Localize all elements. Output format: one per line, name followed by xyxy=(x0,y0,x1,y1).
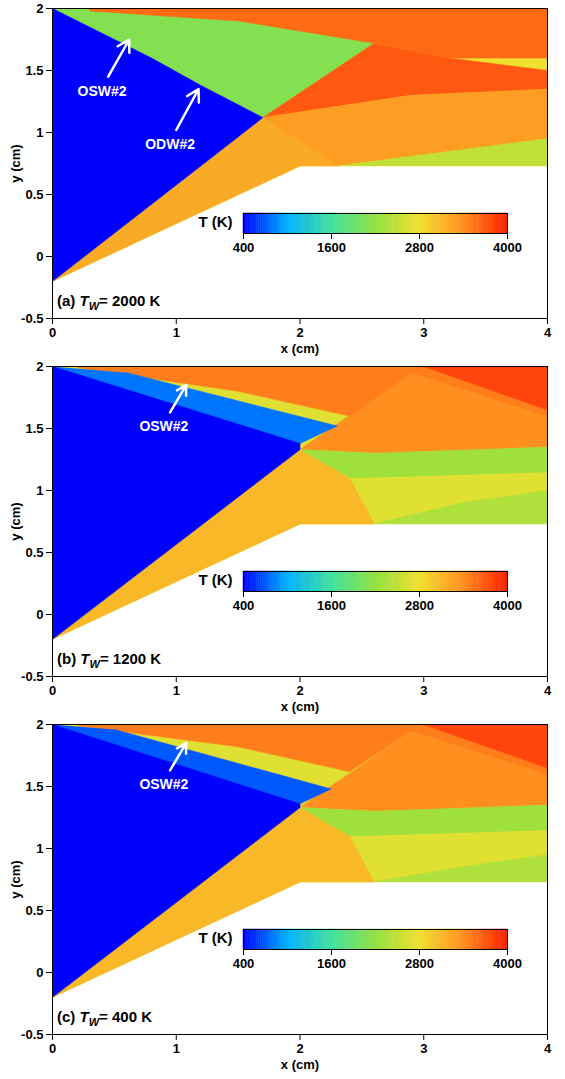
svg-text:4: 4 xyxy=(544,1041,552,1056)
svg-text:1.5: 1.5 xyxy=(25,63,43,78)
svg-text:2: 2 xyxy=(36,359,43,374)
svg-text:1: 1 xyxy=(173,1041,180,1056)
svg-text:400: 400 xyxy=(232,240,254,255)
svg-text:400: 400 xyxy=(232,598,254,613)
svg-text:OSW#2: OSW#2 xyxy=(139,776,188,792)
svg-text:3: 3 xyxy=(420,325,427,340)
svg-text:2800: 2800 xyxy=(405,240,434,255)
svg-text:4: 4 xyxy=(544,683,552,698)
svg-text:OSW#2: OSW#2 xyxy=(139,418,188,434)
html-text:(a) TW= 2000 K: (a) TW= 2000 K xyxy=(57,292,161,312)
svg-text:0: 0 xyxy=(36,607,43,622)
svg-text:0.5: 0.5 xyxy=(25,187,43,202)
svg-text:-0.5: -0.5 xyxy=(21,1027,43,1042)
svg-text:400: 400 xyxy=(232,956,254,971)
svg-text:2800: 2800 xyxy=(405,956,434,971)
svg-text:0: 0 xyxy=(36,249,43,264)
svg-text:0: 0 xyxy=(36,965,43,980)
svg-text:2: 2 xyxy=(296,1041,303,1056)
svg-text:1: 1 xyxy=(36,125,43,140)
svg-text:0: 0 xyxy=(49,683,56,698)
svg-text:1600: 1600 xyxy=(317,956,346,971)
svg-text:y (cm): y (cm) xyxy=(8,502,23,540)
svg-text:x (cm): x (cm) xyxy=(281,699,319,714)
svg-text:2: 2 xyxy=(36,1,43,16)
svg-text:1600: 1600 xyxy=(317,240,346,255)
svg-text:-0.5: -0.5 xyxy=(21,311,43,326)
svg-text:y (cm): y (cm) xyxy=(8,144,23,182)
svg-text:2800: 2800 xyxy=(405,598,434,613)
svg-text:0: 0 xyxy=(49,325,56,340)
svg-text:0: 0 xyxy=(49,1041,56,1056)
svg-text:4000: 4000 xyxy=(493,956,522,971)
html-text:T (K): T (K) xyxy=(198,571,233,588)
svg-text:1: 1 xyxy=(36,841,43,856)
svg-text:0.5: 0.5 xyxy=(25,903,43,918)
svg-text:x (cm): x (cm) xyxy=(281,341,319,356)
svg-text:y (cm): y (cm) xyxy=(8,860,23,898)
svg-text:4000: 4000 xyxy=(493,598,522,613)
svg-text:1: 1 xyxy=(173,325,180,340)
svg-text:4000: 4000 xyxy=(493,240,522,255)
html-text:T (K): T (K) xyxy=(198,213,233,230)
html-text:(c) TW= 400 K: (c) TW= 400 K xyxy=(57,1008,152,1028)
html-text:T (K): T (K) xyxy=(198,929,233,946)
svg-text:2: 2 xyxy=(36,717,43,732)
svg-text:0.5: 0.5 xyxy=(25,545,43,560)
svg-text:1.5: 1.5 xyxy=(25,779,43,794)
svg-text:1600: 1600 xyxy=(317,598,346,613)
svg-text:2: 2 xyxy=(296,683,303,698)
svg-text:ODW#2: ODW#2 xyxy=(145,136,195,152)
svg-text:x (cm): x (cm) xyxy=(281,1057,319,1072)
svg-text:3: 3 xyxy=(420,683,427,698)
svg-text:-0.5: -0.5 xyxy=(21,669,43,684)
svg-text:1.5: 1.5 xyxy=(25,421,43,436)
svg-text:4: 4 xyxy=(544,325,552,340)
svg-text:OSW#2: OSW#2 xyxy=(77,83,126,99)
html-text:(b) TW= 1200 K: (b) TW= 1200 K xyxy=(57,650,162,670)
svg-text:3: 3 xyxy=(420,1041,427,1056)
svg-text:1: 1 xyxy=(36,483,43,498)
svg-text:2: 2 xyxy=(296,325,303,340)
svg-text:1: 1 xyxy=(173,683,180,698)
